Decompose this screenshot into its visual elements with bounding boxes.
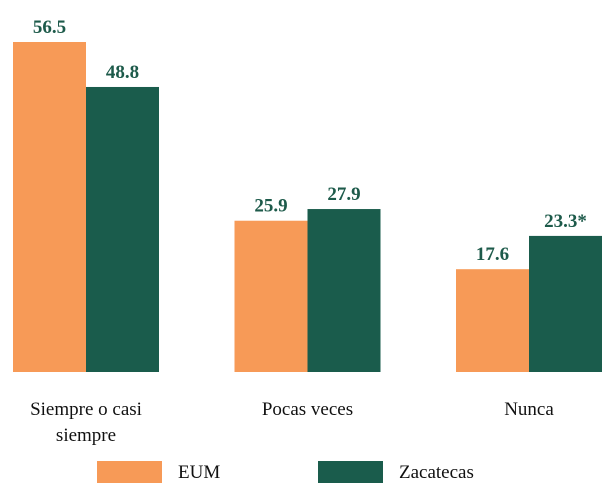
category-label: Nunca: [504, 399, 554, 420]
legend-swatch: [97, 461, 162, 483]
legend-label: EUM: [178, 462, 220, 483]
bar: [234, 220, 308, 372]
value-label: 27.9: [327, 184, 360, 205]
legend-swatch: [318, 461, 383, 483]
bar: [86, 86, 159, 372]
bar: [13, 42, 86, 372]
value-label: 23.3*: [544, 211, 587, 232]
bar: [529, 235, 602, 372]
legend-label: Zacatecas: [399, 462, 474, 483]
category-label: Pocas veces: [261, 399, 354, 420]
value-label: 17.6: [476, 244, 509, 265]
bar: [307, 209, 381, 372]
category-label: Siempre o casi siempre: [30, 399, 142, 446]
bar: [456, 269, 529, 372]
value-label: 25.9: [254, 196, 287, 217]
value-label: 56.5: [33, 17, 66, 38]
value-label: 48.8: [106, 62, 139, 83]
